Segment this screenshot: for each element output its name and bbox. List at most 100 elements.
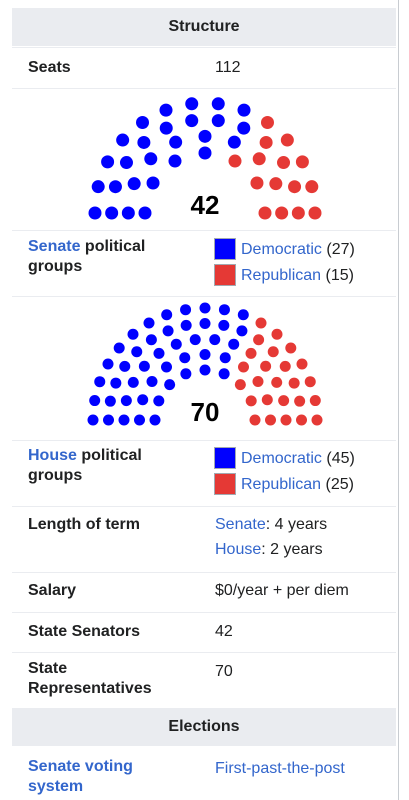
seat (209, 334, 221, 346)
seat (279, 360, 291, 372)
seat (218, 368, 230, 380)
row-label: House political groups (28, 446, 198, 486)
link[interactable]: Democratic (241, 450, 322, 467)
link[interactable]: Republican (241, 476, 322, 493)
seat (127, 177, 141, 191)
row-value: 112 (215, 59, 241, 76)
legend-swatch (214, 264, 236, 286)
seat (199, 364, 211, 376)
seat (104, 395, 116, 407)
row-value: Senate: 4 years (215, 515, 327, 535)
seat-total: 42 (191, 190, 220, 220)
label-text: political groups (28, 238, 146, 275)
seat (260, 360, 272, 372)
link[interactable]: Senate (28, 238, 81, 255)
seat (265, 414, 276, 426)
seat (228, 154, 242, 168)
seat (308, 206, 322, 220)
seat (168, 154, 182, 168)
separator (12, 296, 396, 297)
separator (12, 506, 396, 507)
seat (137, 135, 151, 149)
seat (237, 103, 251, 117)
seat (87, 414, 99, 426)
seat (180, 304, 192, 316)
seat (101, 155, 115, 169)
seat (255, 317, 267, 329)
seat (143, 317, 155, 329)
seat (185, 114, 199, 128)
row-value: First-past-the-post (215, 759, 345, 779)
link[interactable]: Senate voting system (28, 758, 133, 795)
seat (277, 156, 291, 170)
seat (162, 325, 174, 337)
seat (227, 135, 241, 149)
seat (180, 319, 192, 331)
seat (218, 319, 230, 331)
seat (304, 376, 316, 388)
seat (127, 328, 139, 340)
legend-swatch (214, 238, 236, 260)
count: (25) (325, 476, 354, 493)
seat (305, 180, 319, 194)
seat (113, 342, 125, 354)
section-header: Structure (12, 8, 396, 46)
link[interactable]: Republican (241, 267, 322, 284)
seat (161, 361, 173, 373)
link[interactable]: First-past-the-post (215, 760, 345, 777)
seat (260, 115, 274, 129)
seat (249, 414, 261, 426)
seat (198, 129, 212, 143)
seat (236, 325, 248, 337)
seat (252, 152, 266, 166)
row-value: House: 2 years (215, 540, 323, 560)
seat (153, 395, 165, 407)
seat (144, 152, 158, 166)
seat (105, 206, 119, 220)
row-value: $0/year + per diem (215, 582, 349, 599)
seat (153, 347, 165, 359)
seat (120, 395, 132, 407)
seat (170, 338, 182, 350)
seat (189, 334, 201, 346)
seat (88, 206, 102, 220)
seat (185, 97, 199, 111)
seat (118, 414, 130, 426)
seat (134, 414, 145, 426)
seat (280, 133, 294, 147)
seat (218, 304, 230, 316)
seat (199, 302, 211, 314)
seat (108, 180, 122, 194)
legend-entry: Republican (15) (241, 266, 354, 286)
separator (12, 612, 396, 613)
row-label: Senate voting system (28, 757, 178, 797)
seat (252, 376, 264, 388)
seat (91, 180, 105, 194)
count: (15) (325, 267, 354, 284)
seat (291, 206, 305, 220)
seat (127, 376, 139, 388)
link[interactable]: Senate (215, 516, 266, 533)
row-label: Seats (28, 59, 71, 76)
separator (12, 652, 396, 653)
border (398, 0, 399, 800)
seat (271, 376, 283, 388)
legend-swatch (214, 473, 236, 495)
seat (237, 121, 251, 135)
link[interactable]: House (28, 447, 77, 464)
seat (136, 115, 150, 129)
row-label: State Representatives (28, 660, 152, 697)
seat (159, 103, 173, 117)
link[interactable]: House (215, 541, 262, 558)
separator (12, 88, 396, 89)
seat (199, 349, 211, 360)
seat (296, 358, 308, 370)
seat (269, 177, 283, 191)
seat-total: 70 (191, 397, 220, 427)
seat (121, 206, 135, 220)
link[interactable]: Democratic (241, 241, 322, 258)
separator (12, 47, 396, 48)
seat (137, 394, 149, 406)
seat (288, 377, 300, 389)
